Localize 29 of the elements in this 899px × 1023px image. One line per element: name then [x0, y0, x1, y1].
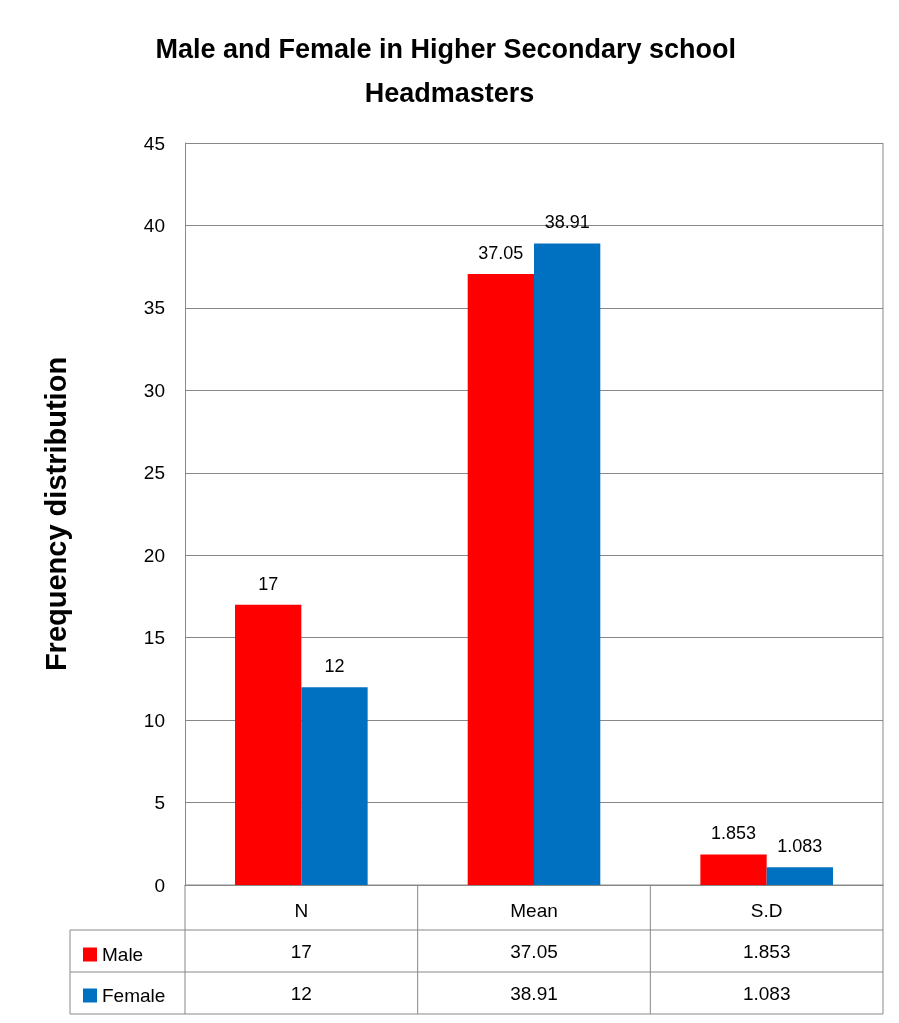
chart-title: Male and Female in Higher Secondary school Headmasters — [155, 34, 744, 108]
data-label: 1.853 — [742, 940, 791, 962]
x-tick-label: Mean — [510, 900, 558, 921]
y-axis-title: Frequency distribution — [39, 356, 72, 672]
data-label: 12 — [290, 982, 312, 1004]
y-tick-label: 25 — [143, 462, 165, 484]
annotation: 37.05 — [478, 243, 524, 264]
data-label: 17 — [290, 940, 312, 962]
y-tick-label: 20 — [143, 544, 165, 566]
x-tick-label: N — [294, 900, 309, 921]
data-label: 37.05 — [510, 940, 558, 962]
y-tick-label: 30 — [143, 379, 165, 401]
y-tick-label: 35 — [143, 297, 165, 319]
y-tick-label: 0 — [154, 874, 165, 896]
legend-label: Female — [102, 985, 166, 1006]
y-tick-label: 45 — [143, 132, 165, 154]
annotation: 12 — [324, 656, 345, 677]
x-tick-label: S.D — [750, 900, 783, 921]
annotation: 1.853 — [710, 823, 757, 844]
y-tick-label: 40 — [143, 214, 165, 236]
legend-label: Male — [102, 944, 144, 965]
y-tick-label: 15 — [143, 627, 165, 649]
annotation: 38.91 — [544, 212, 590, 233]
annotation: 17 — [258, 573, 279, 594]
data-label: 1.083 — [742, 982, 791, 1004]
y-tick-label: 10 — [143, 709, 165, 731]
data-label: 38.91 — [510, 982, 558, 1004]
y-tick-label: 5 — [154, 792, 165, 814]
annotation: 1.083 — [777, 836, 823, 857]
